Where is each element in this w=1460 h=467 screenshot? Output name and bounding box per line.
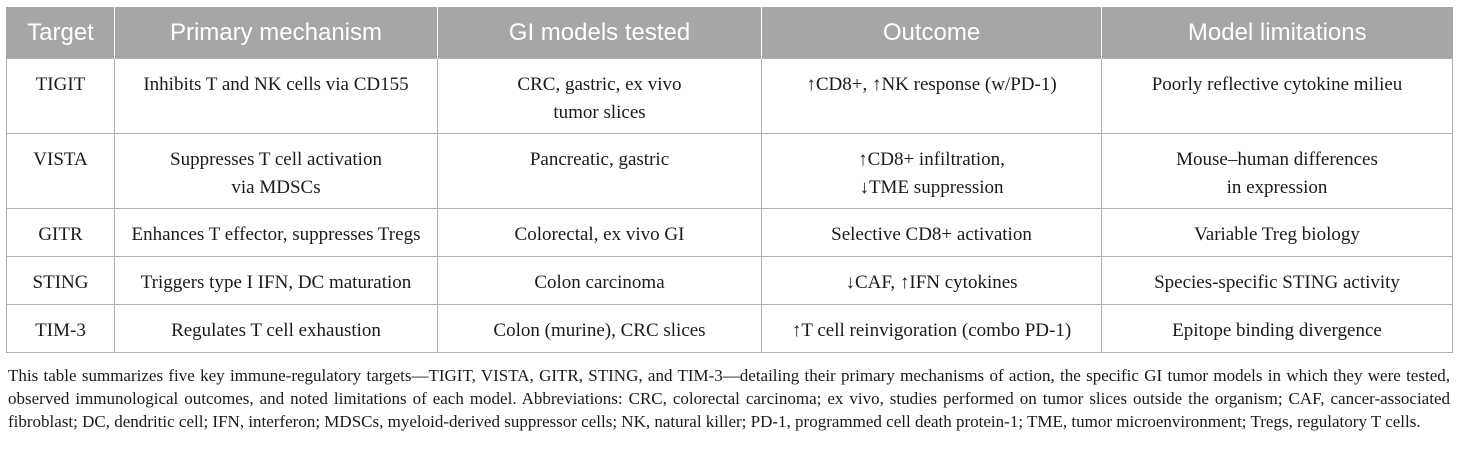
cell-outcome: ↑CD8+ infiltration, ↓TME suppression bbox=[761, 133, 1102, 209]
cell-line: Colon carcinoma bbox=[534, 272, 665, 293]
table-header: Target Primary mechanism GI models teste… bbox=[6, 7, 1453, 59]
cell-line: Epitope binding divergence bbox=[1172, 320, 1382, 341]
cell-models: Colon (murine), CRC slices bbox=[437, 304, 762, 353]
cell-mechanism: Regulates T cell exhaustion bbox=[114, 304, 438, 353]
cell-models: Colon carcinoma bbox=[437, 256, 762, 305]
cell-line: ↓CAF, ↑IFN cytokines bbox=[845, 272, 1018, 293]
cell-line: ↑T cell reinvigoration (combo PD-1) bbox=[791, 320, 1072, 341]
cell-mechanism: Inhibits T and NK cells via CD155 bbox=[114, 58, 438, 134]
cell-models: Pancreatic, gastric bbox=[437, 133, 762, 209]
table-body: TIGIT Inhibits T and NK cells via CD155 … bbox=[6, 58, 1453, 353]
immune-targets-table: Target Primary mechanism GI models teste… bbox=[6, 7, 1453, 353]
cell-target: VISTA bbox=[6, 133, 115, 209]
cell-line: ↑CD8+ infiltration, bbox=[858, 149, 1005, 170]
table-row: STING Triggers type I IFN, DC maturation… bbox=[6, 256, 1453, 305]
cell-line: CRC, gastric, ex vivo bbox=[517, 74, 682, 95]
cell-line: Poorly reflective cytokine milieu bbox=[1151, 74, 1403, 95]
cell-mechanism: Enhances T effector, suppresses Tregs bbox=[114, 208, 438, 257]
cell-line: Triggers type I IFN, DC maturation bbox=[140, 272, 412, 293]
cell-line: Enhances T effector, suppresses Tregs bbox=[131, 224, 421, 245]
header-row: Target Primary mechanism GI models teste… bbox=[6, 7, 1453, 59]
cell-limitations: Variable Treg biology bbox=[1101, 208, 1453, 257]
cell-line: Suppresses T cell activation bbox=[170, 149, 382, 170]
cell-limitations: Mouse–human differences in expression bbox=[1101, 133, 1453, 209]
cell-line: via MDSCs bbox=[231, 177, 321, 198]
cell-line: Colon (murine), CRC slices bbox=[493, 320, 706, 341]
cell-limitations: Epitope binding divergence bbox=[1101, 304, 1453, 353]
header-primary-mechanism: Primary mechanism bbox=[114, 7, 438, 59]
cell-line: in expression bbox=[1226, 177, 1328, 198]
table-row: VISTA Suppresses T cell activation via MD… bbox=[6, 133, 1453, 209]
header-model-limitations: Model limitations bbox=[1101, 7, 1453, 59]
table-row: TIM-3 Regulates T cell exhaustion Colon … bbox=[6, 304, 1453, 353]
cell-line: Regulates T cell exhaustion bbox=[171, 320, 381, 341]
table-container: Target Primary mechanism GI models teste… bbox=[6, 7, 1453, 433]
cell-line: Colorectal, ex vivo GI bbox=[514, 224, 685, 245]
table-row: TIGIT Inhibits T and NK cells via CD155 … bbox=[6, 58, 1453, 134]
header-gi-models-tested: GI models tested bbox=[437, 7, 762, 59]
cell-line: ↓TME suppression bbox=[859, 177, 1004, 198]
cell-target: GITR bbox=[6, 208, 115, 257]
header-outcome: Outcome bbox=[761, 7, 1102, 59]
cell-models: Colorectal, ex vivo GI bbox=[437, 208, 762, 257]
cell-mechanism: Suppresses T cell activation via MDSCs bbox=[114, 133, 438, 209]
cell-limitations: Poorly reflective cytokine milieu bbox=[1101, 58, 1453, 134]
cell-outcome: ↑CD8+, ↑NK response (w/PD-1) bbox=[761, 58, 1102, 134]
header-target: Target bbox=[6, 7, 115, 59]
cell-target: STING bbox=[6, 256, 115, 305]
cell-target: TIGIT bbox=[6, 58, 115, 134]
cell-target: TIM-3 bbox=[6, 304, 115, 353]
cell-line: Variable Treg biology bbox=[1194, 224, 1360, 245]
cell-line: Pancreatic, gastric bbox=[529, 149, 670, 170]
table-caption: This table summarizes five key immune-re… bbox=[8, 366, 1450, 431]
cell-line: Mouse–human differences bbox=[1176, 149, 1378, 170]
cell-models: CRC, gastric, ex vivo tumor slices bbox=[437, 58, 762, 134]
cell-limitations: Species-specific STING activity bbox=[1101, 256, 1453, 305]
cell-outcome: ↑T cell reinvigoration (combo PD-1) bbox=[761, 304, 1102, 353]
cell-line: tumor slices bbox=[553, 102, 646, 123]
cell-outcome: Selective CD8+ activation bbox=[761, 208, 1102, 257]
cell-mechanism: Triggers type I IFN, DC maturation bbox=[114, 256, 438, 305]
cell-line: Species-specific STING activity bbox=[1154, 272, 1400, 293]
cell-outcome: ↓CAF, ↑IFN cytokines bbox=[761, 256, 1102, 305]
cell-line: Inhibits T and NK cells via CD155 bbox=[143, 74, 409, 95]
table-row: GITR Enhances T effector, suppresses Tre… bbox=[6, 208, 1453, 257]
cell-line: ↑CD8+, ↑NK response (w/PD-1) bbox=[806, 74, 1057, 95]
cell-line: Selective CD8+ activation bbox=[831, 224, 1032, 245]
